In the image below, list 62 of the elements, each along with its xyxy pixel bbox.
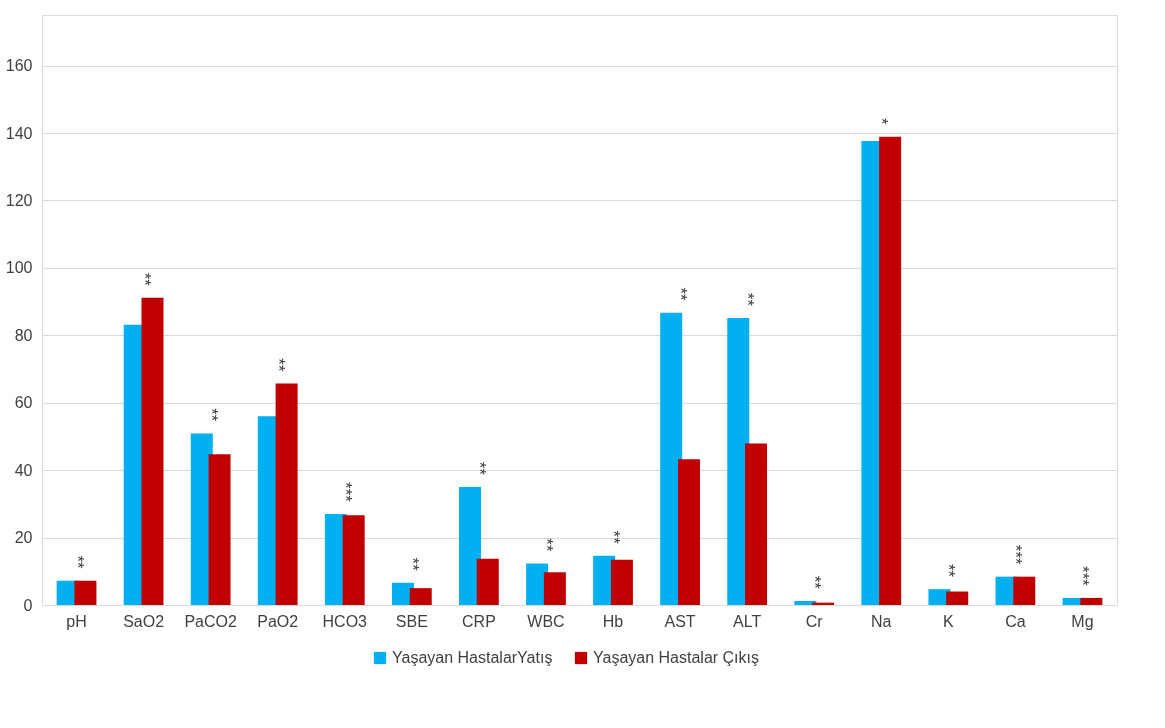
bar <box>74 580 97 605</box>
x-tick-label: WBC <box>527 612 565 630</box>
bar <box>459 487 482 605</box>
bar <box>342 515 365 605</box>
annotation: * <box>872 118 892 126</box>
annotation: ** <box>469 461 489 476</box>
y-tick-label: 0 <box>23 596 33 614</box>
annotation: ** <box>67 555 87 570</box>
annotation: ** <box>268 358 288 372</box>
annotation: ** <box>536 538 556 552</box>
x-tick-label: ALT <box>733 612 762 630</box>
annotation: *** <box>1073 566 1093 587</box>
y-tick-label: 60 <box>14 394 33 412</box>
x-tick-label: Cr <box>805 612 824 630</box>
bar <box>1080 597 1103 605</box>
bar <box>660 312 683 605</box>
annotation: ** <box>604 530 624 545</box>
x-tick-label: Ca <box>1005 612 1026 630</box>
y-tick-label: 40 <box>14 461 33 479</box>
bar <box>946 591 969 605</box>
bar <box>794 600 817 605</box>
annotation: *** <box>1006 544 1026 566</box>
x-tick-label: PaCO2 <box>184 612 237 630</box>
y-tick-label: 160 <box>5 57 33 75</box>
x-tick-label: Na <box>871 612 892 630</box>
x-tick-label: AST <box>664 612 696 630</box>
x-tick-label: Mg <box>1071 612 1094 630</box>
x-tick-label: HCO3 <box>322 612 368 630</box>
bar <box>727 318 750 605</box>
x-tick-label: Hb <box>602 612 624 630</box>
annotation: ** <box>671 287 691 302</box>
x-tick-label: K <box>943 612 954 630</box>
annotation: ** <box>738 292 758 307</box>
x-tick-label: CRP <box>462 612 496 630</box>
annotation: *** <box>335 482 355 503</box>
bar <box>745 443 768 605</box>
bar <box>1013 576 1036 605</box>
bar <box>879 136 902 605</box>
annotation: ** <box>805 575 825 590</box>
bar <box>476 558 499 605</box>
annotation: ** <box>939 563 959 578</box>
y-tick-label: 100 <box>5 259 33 277</box>
legend-label: Yaşayan Hastalar Çıkış <box>593 649 759 666</box>
bar <box>141 297 164 605</box>
x-tick-label: pH <box>66 612 87 630</box>
x-tick-label: PaO2 <box>257 612 299 630</box>
y-tick-label: 80 <box>14 326 33 344</box>
bar <box>275 383 298 605</box>
y-tick-label: 20 <box>14 529 33 547</box>
x-tick-label: SaO2 <box>123 612 165 630</box>
bar <box>677 459 700 605</box>
legend-label: Yaşayan HastalarYatış <box>392 649 553 666</box>
annotation: ** <box>134 272 154 287</box>
y-tick-label: 120 <box>5 191 33 209</box>
bar <box>208 454 231 605</box>
annotation: ** <box>402 557 422 572</box>
annotation: ** <box>201 408 221 422</box>
bar <box>610 559 633 605</box>
bar <box>409 588 432 605</box>
x-tick-label: SBE <box>395 612 428 630</box>
bar <box>543 572 566 605</box>
y-tick-label: 140 <box>5 124 33 142</box>
